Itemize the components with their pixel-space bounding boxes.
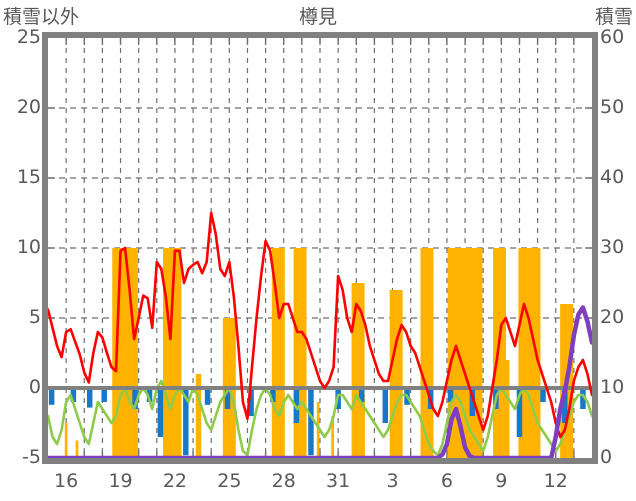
right-axis-title: 積雪 xyxy=(594,6,633,28)
y-axis-right-tick: 60 xyxy=(600,26,625,48)
y-axis-left-tick: 10 xyxy=(16,236,41,258)
y-axis-left-tick: 25 xyxy=(16,26,41,48)
plot-frame-border xyxy=(42,32,598,464)
temp-max-line xyxy=(46,211,594,439)
y-axis-left-tick: 15 xyxy=(16,166,41,188)
chart-title: 樽見 xyxy=(298,6,337,28)
x-axis-tick: 6 xyxy=(440,470,453,492)
x-axis-tick: 25 xyxy=(217,470,242,492)
x-axis-tick: 12 xyxy=(543,470,568,492)
y-axis-left-tick: 0 xyxy=(28,376,41,398)
x-axis-tick: 31 xyxy=(326,470,351,492)
y-axis-left-tick: -5 xyxy=(22,446,41,468)
x-axis-tick: 9 xyxy=(495,470,508,492)
y-axis-right-tick: 0 xyxy=(600,446,613,468)
y-axis-right-tick: 20 xyxy=(600,306,625,328)
y-axis-right-tick: 40 xyxy=(600,166,625,188)
y-axis-right-tick: 50 xyxy=(600,96,625,118)
x-axis-tick: 3 xyxy=(386,470,399,492)
x-axis-tick: 16 xyxy=(54,470,79,492)
left-axis-title: 積雪以外 xyxy=(3,6,80,28)
x-axis-tick: 28 xyxy=(271,470,296,492)
y-axis-left-tick: 20 xyxy=(16,96,41,118)
x-axis-tick: 19 xyxy=(108,470,133,492)
x-axis-tick: 22 xyxy=(162,470,188,492)
y-axis-left-tick: 5 xyxy=(28,306,41,328)
y-axis-right-tick: 10 xyxy=(600,376,625,398)
y-axis-right-tick: 30 xyxy=(600,236,625,258)
